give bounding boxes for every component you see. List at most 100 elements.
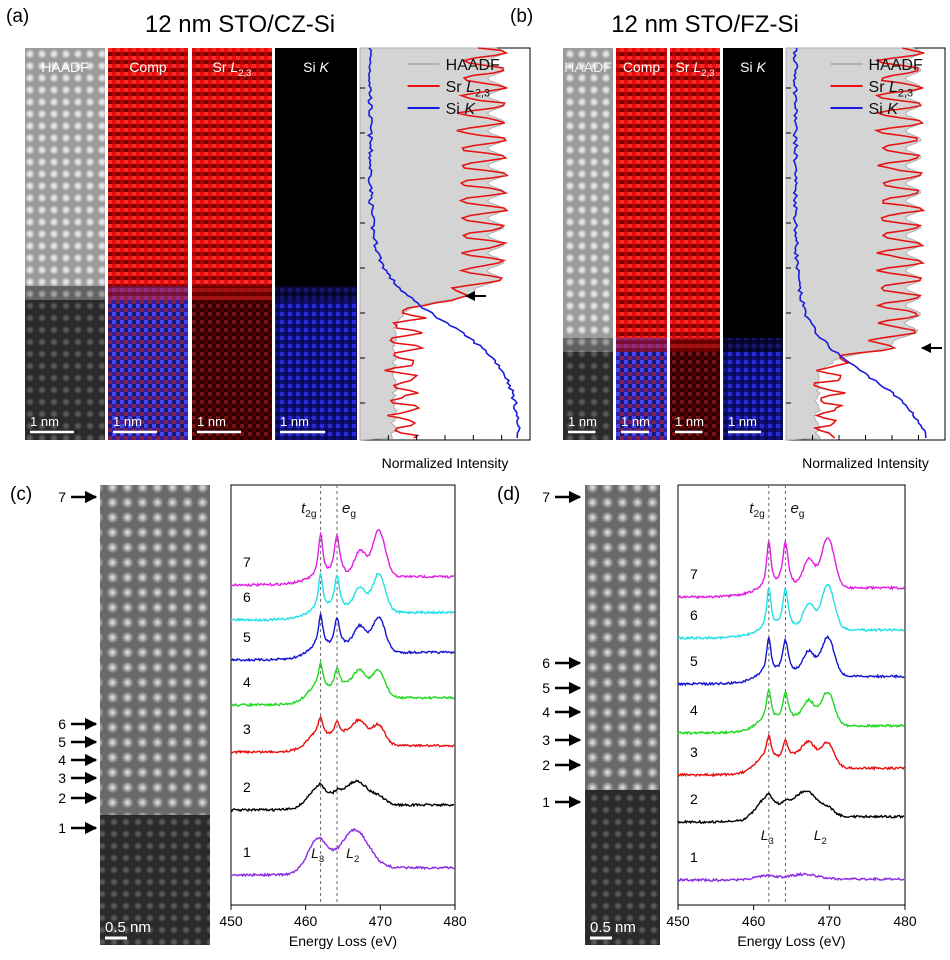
label-subscript: 2 [822,836,827,847]
x-tick-label: 480 [893,913,917,929]
spectrum-number: 4 [243,674,251,690]
scale-bar-label: 0.5 nm [105,919,151,936]
legend-label: HAADF [446,57,500,74]
map-strip-top [723,48,783,352]
spectra-frame [677,484,906,906]
spectrum-number: 4 [690,702,698,718]
label-symbol: L [311,845,319,861]
label-text: Si [303,59,315,75]
strip-label: Comp [129,59,167,75]
spectrum [677,583,905,641]
x-tick-label: 460 [294,913,318,929]
x-tick-label: 450 [666,913,690,929]
panel-label: (b) [510,6,533,27]
edge-label: L2 [346,845,359,865]
label-symbol: t [749,500,754,517]
label-text: Sr [213,59,227,75]
position-number: 6 [58,716,66,732]
label-symbol: L [814,827,822,843]
spectrum-number: 1 [690,849,698,865]
scale-bar-label: 1 nm [675,414,704,429]
spectrum [230,779,455,813]
x-tick-label: 460 [742,913,766,929]
position-number: 7 [58,489,66,505]
spectrum [677,790,905,825]
panel-title: 12 nm STO/CZ-Si [145,11,335,38]
legend-label: Sr L2,3 [869,79,914,99]
spectrum-number: 7 [243,554,251,570]
label-subscript: 2 [354,854,359,865]
interface-blend [108,286,188,300]
x-tick-label: 480 [443,913,467,929]
scale-bar-label: 1 nm [280,414,309,429]
position-number: 2 [542,757,550,773]
label-symbol: L [466,79,475,96]
scale-bar-label: 1 nm [113,414,142,429]
peak-label: t2g [749,500,765,520]
spectrum [230,715,455,755]
map-strip-bottom [108,300,188,440]
x-tick-label: 450 [219,913,243,929]
panel-title: 12 nm STO/FZ-Si [611,11,799,38]
stem-image-top [100,485,210,815]
label-subscript: 2,3 [238,68,251,79]
legend-label: HAADF [869,57,923,74]
si-profile [792,48,927,439]
spectra-frame [230,484,456,906]
legend-label: Sr L2,3 [446,79,491,99]
spectrum-number: 3 [690,744,698,760]
sr-profile [812,47,926,439]
strip-label: Si K [740,59,766,75]
map-strip-top [275,48,357,300]
label-text: Si [446,101,460,118]
spectrum [231,828,455,878]
label-subscript: 2g [753,509,765,520]
map-strip-top [563,48,613,352]
label-symbol: K [757,59,767,75]
map-strip-top [108,48,188,300]
spectrum [230,613,455,663]
interface-blend [723,338,783,352]
spectrum [677,634,905,687]
scale-bar-label: 1 nm [728,414,757,429]
spectrum-number: 2 [243,779,251,795]
label-subscript: g [799,509,805,520]
axis-title: Normalized Intensity [802,455,929,471]
label-subscript: g [350,509,356,520]
spectrum-number: 5 [690,653,698,669]
spectrum [677,733,905,778]
legend-label: Si K [446,101,477,118]
interface-blend [275,286,357,300]
edge-label: L3 [761,827,774,847]
scale-bar-label: 1 nm [621,414,650,429]
position-number: 7 [542,489,550,505]
map-strip-top [192,48,272,300]
interface-blend [670,338,720,352]
spectrum [231,528,455,587]
interface-blend [616,338,667,352]
spectrum-number: 2 [690,791,698,807]
position-number: 3 [542,732,550,748]
axis-title: Normalized Intensity [382,455,509,471]
spectrum-number: 6 [690,607,698,623]
label-symbol: t [301,500,306,517]
map-strip-bottom [616,352,667,440]
axis-title: Energy Loss (eV) [737,933,845,949]
label-text: Si [869,101,883,118]
peak-label: eg [342,500,356,520]
spectrum-number: 7 [690,566,698,582]
label-subscript: 3 [319,854,324,865]
edge-label: L2 [814,827,827,847]
position-number: 4 [542,704,550,720]
stem-image-bottom [585,790,660,945]
map-strip-top [670,48,720,352]
scale-bar-label: 1 nm [30,414,59,429]
interface-blend [25,286,105,300]
spectrum [678,537,905,600]
spectrum-number: 3 [243,721,251,737]
interface-blend [192,286,272,300]
strip-label: Sr L2,3 [213,59,252,79]
label-subscript: 3 [769,836,774,847]
